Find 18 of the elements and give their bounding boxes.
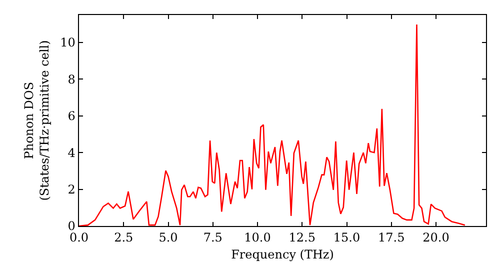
x-tick-label: 12.5	[288, 230, 316, 245]
y-tick-label: 4	[68, 146, 76, 160]
x-tick-label: 10.0	[244, 230, 271, 245]
y-tick-label: 0	[68, 219, 76, 234]
x-tick-label: 5.0	[158, 230, 178, 245]
x-tick-label: 15.0	[333, 230, 360, 245]
y-tick-label: 10	[60, 36, 76, 50]
y-tick-label: 8	[68, 72, 76, 86]
line-series	[79, 24, 466, 226]
y-axis-title: Phonon DOS (States/THz·primitive cell)	[22, 40, 52, 201]
x-tick-label: 0.0	[69, 230, 89, 245]
x-axis-title: Frequency (THz)	[231, 247, 334, 262]
y-tick-label: 6	[68, 109, 76, 124]
x-tick-label: 2.5	[114, 230, 134, 245]
y-tick-label: 2	[68, 182, 76, 196]
x-tick-label: 17.5	[378, 230, 405, 245]
x-tick-label: 20.0	[422, 230, 450, 245]
x-tick-label: 7.5	[203, 230, 222, 245]
